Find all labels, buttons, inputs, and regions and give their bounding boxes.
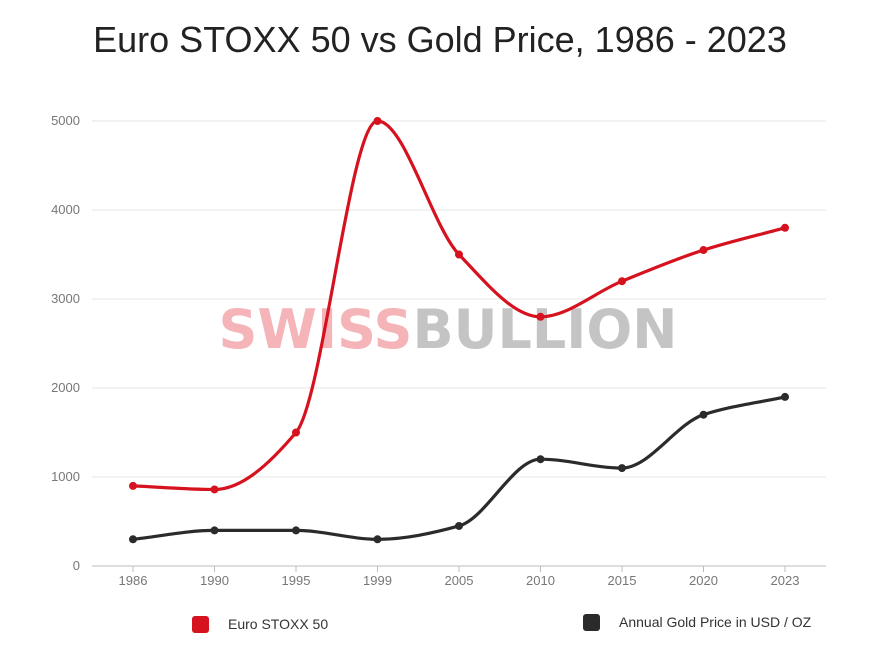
- x-axis: 1986 1990 1995 1999 2005 2010 2015 2020 2023: [119, 566, 800, 588]
- series-line-1: [131, 395, 787, 541]
- data-point[interactable]: [455, 521, 463, 530]
- legend-swatch-1: [583, 614, 600, 631]
- y-tick-label: 2000: [51, 380, 80, 395]
- data-point[interactable]: [618, 277, 626, 286]
- watermark: SWISSBULLION: [219, 298, 678, 361]
- data-point[interactable]: [292, 526, 300, 535]
- chart-title: Euro STOXX 50 vs Gold Price, 1986 - 2023: [93, 19, 787, 60]
- watermark-part1: SWISS: [219, 298, 413, 361]
- data-point[interactable]: [210, 485, 219, 494]
- x-tick-label: 2023: [771, 573, 800, 588]
- data-point[interactable]: [373, 535, 382, 544]
- y-tick-label: 5000: [51, 113, 80, 128]
- x-tick-label: 2015: [608, 573, 637, 588]
- x-tick-label: 1990: [200, 573, 229, 588]
- x-tick-label: 2020: [689, 573, 718, 588]
- watermark-part2: BULLION: [412, 298, 677, 361]
- data-point[interactable]: [781, 223, 789, 232]
- x-tick-label: 2005: [445, 573, 474, 588]
- x-tick-label: 2010: [526, 573, 555, 588]
- series-layer: [129, 117, 789, 544]
- y-tick-label: 4000: [51, 202, 80, 217]
- y-tick-label: 1000: [51, 469, 80, 484]
- data-point[interactable]: [292, 428, 300, 437]
- data-point[interactable]: [536, 455, 545, 464]
- y-tick-label: 3000: [51, 291, 80, 306]
- data-point[interactable]: [129, 481, 137, 490]
- data-point[interactable]: [373, 117, 382, 125]
- legend-item-0[interactable]: Euro STOXX 50: [192, 616, 328, 633]
- data-point[interactable]: [455, 250, 463, 259]
- y-axis: 0 1000 2000 3000 4000 5000: [51, 113, 80, 573]
- data-point[interactable]: [699, 246, 708, 255]
- data-point[interactable]: [536, 312, 545, 321]
- x-tick-label: 1986: [119, 573, 148, 588]
- data-point[interactable]: [129, 535, 137, 544]
- data-point[interactable]: [618, 464, 626, 473]
- legend-label-0: Euro STOXX 50: [228, 616, 328, 632]
- legend-swatch-0: [192, 616, 209, 633]
- legend-label-1: Annual Gold Price in USD / OZ: [619, 614, 812, 630]
- legend: Euro STOXX 50 Annual Gold Price in USD /…: [192, 614, 812, 633]
- x-tick-label: 1995: [282, 573, 311, 588]
- x-tick-label: 1999: [363, 573, 392, 588]
- legend-item-1[interactable]: Annual Gold Price in USD / OZ: [583, 614, 812, 631]
- series-line-0: [131, 119, 787, 492]
- y-tick-label: 0: [73, 558, 80, 573]
- data-point[interactable]: [699, 410, 708, 419]
- data-point[interactable]: [210, 526, 219, 535]
- data-point[interactable]: [781, 392, 789, 401]
